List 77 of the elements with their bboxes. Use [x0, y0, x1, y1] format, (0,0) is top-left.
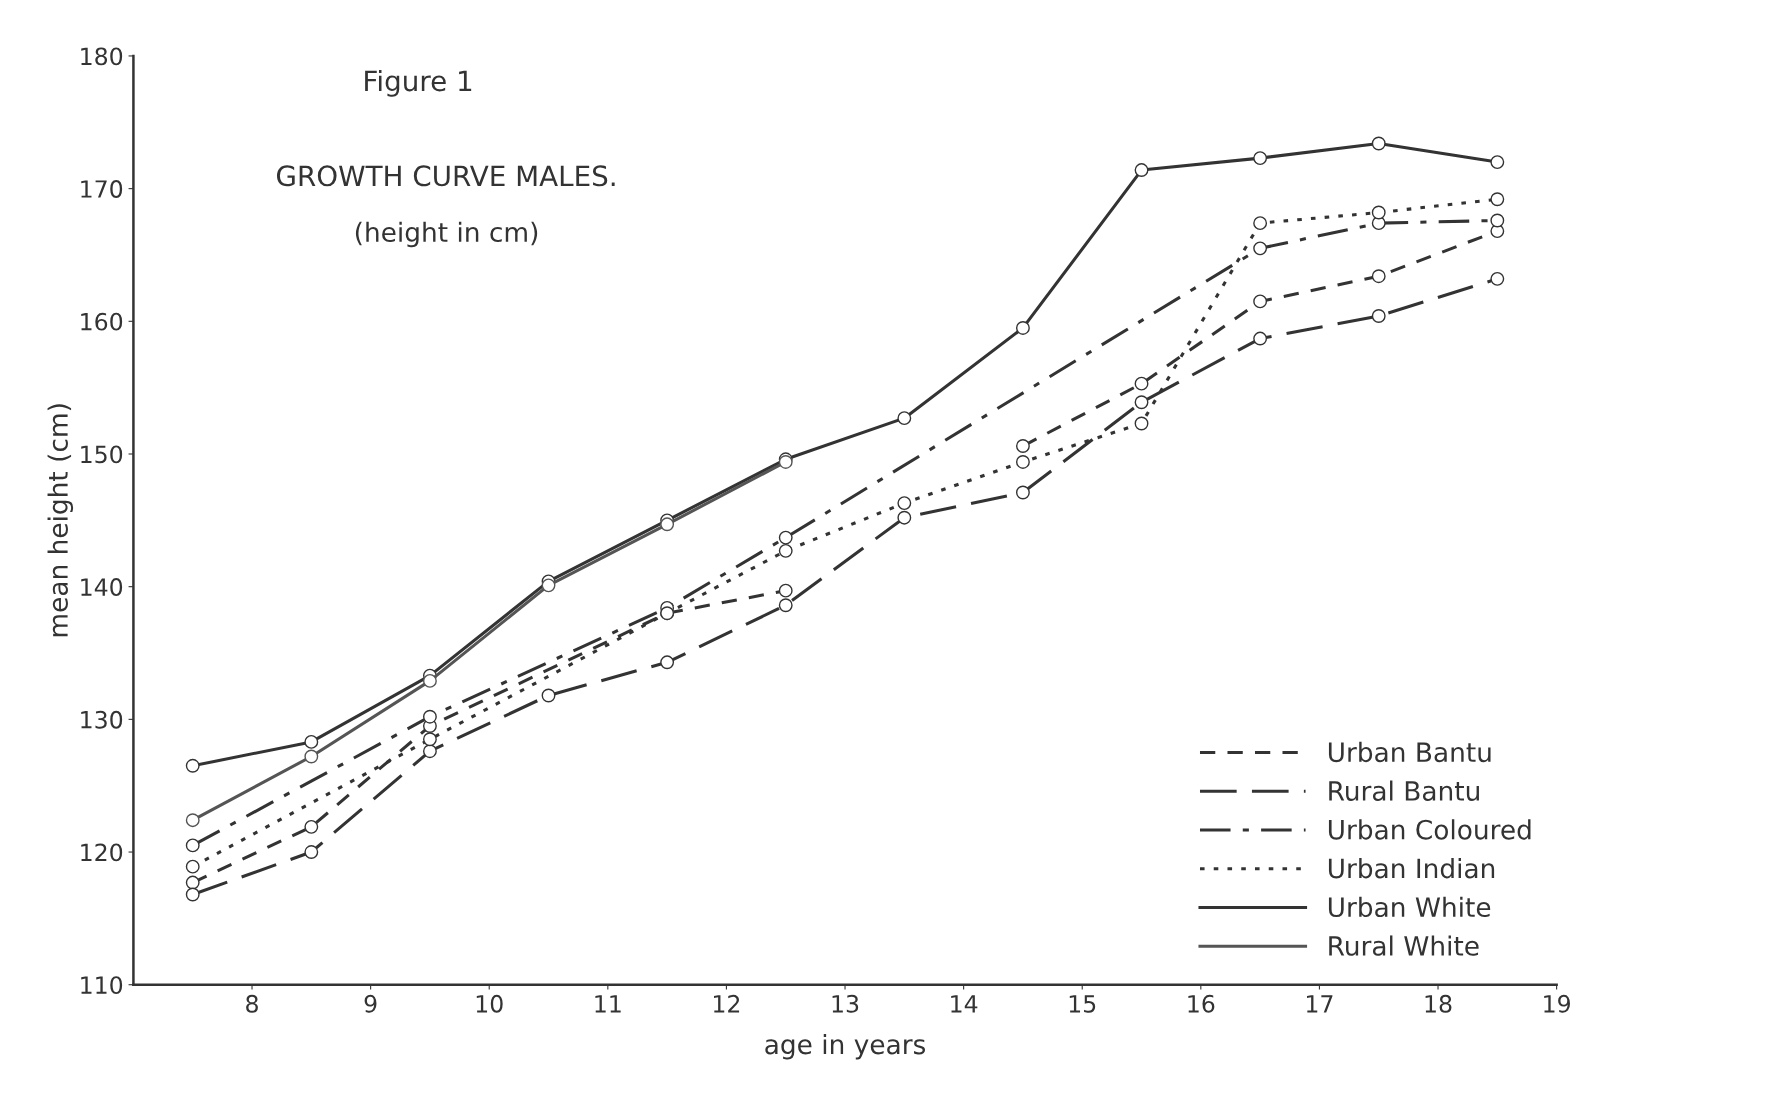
point [185, 838, 200, 853]
x-tick-label: 18 [1425, 994, 1452, 1013]
point [778, 543, 793, 558]
point [1253, 151, 1268, 166]
y-tick-label: 110 [81, 976, 123, 995]
text: (height in cm) [355, 221, 538, 248]
x-tick-label: 12 [714, 994, 740, 1013]
y-tick-label: 130 [81, 710, 123, 729]
point [1134, 163, 1149, 178]
text: GROWTH CURVE MALES. [277, 165, 615, 187]
point [1015, 439, 1030, 453]
point [778, 598, 793, 613]
point [422, 744, 437, 759]
legend-label: Urban White [1328, 896, 1491, 918]
point [304, 734, 319, 749]
annotation: Figure 1 [365, 69, 472, 97]
point [778, 583, 793, 598]
point [422, 709, 437, 724]
x-tick-label: 16 [1188, 994, 1215, 1013]
legend-label: Urban Coloured [1328, 819, 1531, 840]
point [185, 859, 200, 874]
point [1253, 216, 1268, 231]
point [1134, 416, 1149, 431]
point [541, 688, 556, 703]
point [422, 732, 437, 747]
point [1490, 192, 1505, 207]
x-tick-label: 9 [364, 994, 377, 1013]
point [185, 887, 200, 902]
x-tick-label: 11 [595, 995, 621, 1013]
point [897, 411, 912, 426]
y-tick-label: 180 [81, 47, 123, 66]
point [1371, 269, 1386, 284]
y-tick-label: 140 [81, 578, 123, 596]
point [1490, 213, 1505, 228]
y-axis-title: mean height (cm) [47, 404, 74, 637]
point [185, 758, 200, 773]
point [1134, 395, 1149, 410]
point [1490, 271, 1505, 286]
point [1134, 376, 1149, 391]
point [304, 749, 319, 764]
point [304, 819, 319, 834]
point [897, 510, 912, 525]
point [1015, 321, 1030, 335]
x-tick-label: 14 [951, 995, 978, 1013]
legend-label: Rural White [1329, 935, 1479, 956]
x-tick-label: 13 [832, 994, 859, 1013]
point [1490, 155, 1505, 170]
y-tick-label: 120 [81, 843, 123, 862]
point [660, 517, 675, 532]
point [541, 578, 556, 593]
x-tick-label: 17 [1307, 995, 1333, 1013]
legend-label: Urban Bantu [1328, 741, 1491, 763]
point [1253, 331, 1268, 346]
point [897, 496, 912, 511]
x-tick-label: 19 [1544, 994, 1570, 1013]
point [185, 813, 200, 828]
x-tick-label: 8 [246, 994, 258, 1013]
point [778, 530, 793, 545]
point [304, 845, 319, 859]
point [1371, 205, 1386, 220]
point [185, 875, 200, 890]
point [422, 673, 437, 688]
x-tick-label: 10 [476, 994, 503, 1013]
x-tick-label: 15 [1069, 995, 1096, 1013]
point [1015, 455, 1030, 469]
legend-label: Rural Bantu [1329, 780, 1479, 801]
point [1015, 485, 1030, 500]
point [1253, 241, 1268, 256]
y-tick-label: 150 [81, 445, 123, 464]
x-axis-title: age in years [765, 1033, 926, 1060]
point [1371, 309, 1386, 323]
y-tick-label: 170 [81, 180, 123, 198]
point [1371, 136, 1386, 151]
point [1253, 294, 1268, 309]
y-tick-label: 160 [81, 312, 123, 331]
legend-label: Urban Indian [1328, 857, 1495, 879]
point [660, 655, 675, 670]
